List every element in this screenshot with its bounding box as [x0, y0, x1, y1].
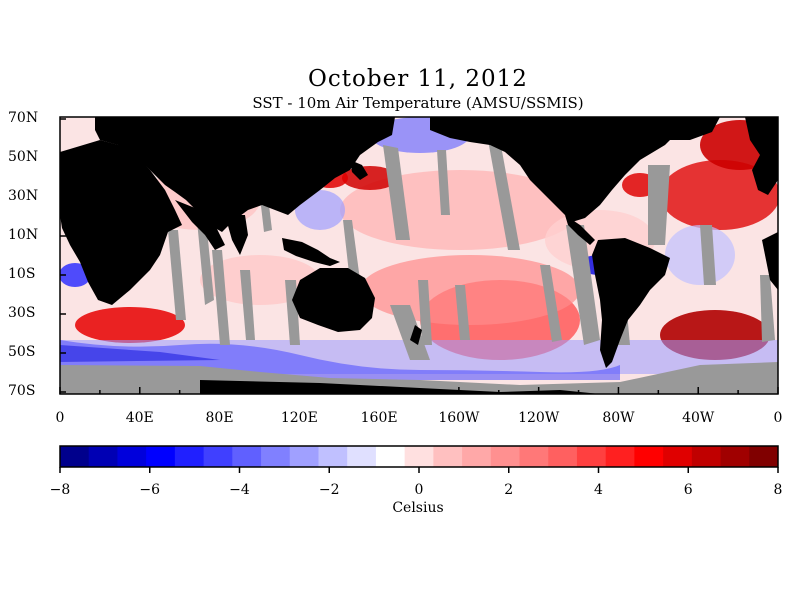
latitude-label: 70N — [8, 110, 39, 126]
colorbar-tick-label: 8 — [773, 482, 783, 498]
longitude-ticks — [59, 387, 779, 394]
longitude-label: 160W — [438, 410, 480, 426]
latitude-ticks — [60, 118, 66, 393]
colorbar-swatch — [749, 446, 779, 467]
colorbar-swatch — [634, 446, 664, 467]
map-title: October 11, 2012 — [308, 66, 528, 92]
colorbar-swatch — [117, 446, 147, 467]
colorbar-tick-label: 2 — [504, 482, 514, 498]
colorbar-swatch — [347, 446, 377, 467]
latitude-label: 30N — [8, 188, 39, 204]
longitude-label: 120W — [518, 410, 560, 426]
colorbar-tick-label: −8 — [49, 482, 71, 498]
longitude-label: 80E — [205, 410, 234, 426]
colorbar-swatch — [720, 446, 750, 467]
colorbar-swatch — [261, 446, 291, 467]
map-plot-area — [60, 117, 778, 394]
colorbar-swatch — [433, 446, 463, 467]
colorbar-swatch — [519, 446, 549, 467]
latitude-label: 50N — [8, 149, 39, 165]
colorbar-swatch — [289, 446, 319, 467]
longitude-label: 40W — [682, 410, 715, 426]
latitude-label: 30S — [8, 305, 36, 321]
colorbar-unit-label: Celsius — [392, 500, 444, 516]
latitude-label: 10N — [8, 227, 39, 243]
colorbar-swatch — [548, 446, 578, 467]
colorbar-swatch — [318, 446, 348, 467]
colorbar-swatch — [691, 446, 722, 467]
colorbar-swatch — [174, 446, 205, 467]
longitude-label: 0 — [55, 410, 65, 426]
colorbar-swatch — [146, 446, 176, 467]
map-subtitle: SST - 10m Air Temperature (AMSU/SSMIS) — [252, 94, 584, 112]
colorbar-swatch — [203, 446, 233, 467]
colorbar-tick-label: 6 — [683, 482, 693, 498]
colorbar-swatches — [60, 446, 779, 467]
colorbar-tick-label: −4 — [229, 482, 250, 498]
latitude-label: 10S — [8, 266, 36, 282]
colorbar-swatch — [375, 446, 406, 467]
latitude-label: 70S — [8, 383, 36, 399]
land-masses — [60, 117, 778, 394]
colorbar-swatch — [404, 446, 434, 467]
colorbar-swatch — [462, 446, 492, 467]
longitude-label: 80W — [602, 410, 635, 426]
longitude-label: 120E — [280, 410, 318, 426]
colorbar-swatch — [663, 446, 693, 467]
colorbar-swatch — [605, 446, 635, 467]
longitude-label: 160E — [360, 410, 398, 426]
colorbar-tick-label: 4 — [594, 482, 603, 498]
colorbar-swatch — [490, 446, 521, 467]
longitude-label: 0 — [773, 410, 783, 426]
colorbar-tick-label: −6 — [139, 482, 161, 498]
colorbar-swatch — [88, 446, 118, 467]
colorbar-ticks — [59, 467, 779, 473]
colorbar-swatch — [232, 446, 262, 467]
longitude-label: 40E — [125, 410, 154, 426]
colorbar-swatch — [60, 446, 90, 467]
colorbar-tick-label: −2 — [318, 482, 340, 498]
latitude-label: 50S — [8, 344, 36, 360]
colorbar-tick-label: 0 — [414, 482, 424, 498]
colorbar-swatch — [576, 446, 607, 467]
